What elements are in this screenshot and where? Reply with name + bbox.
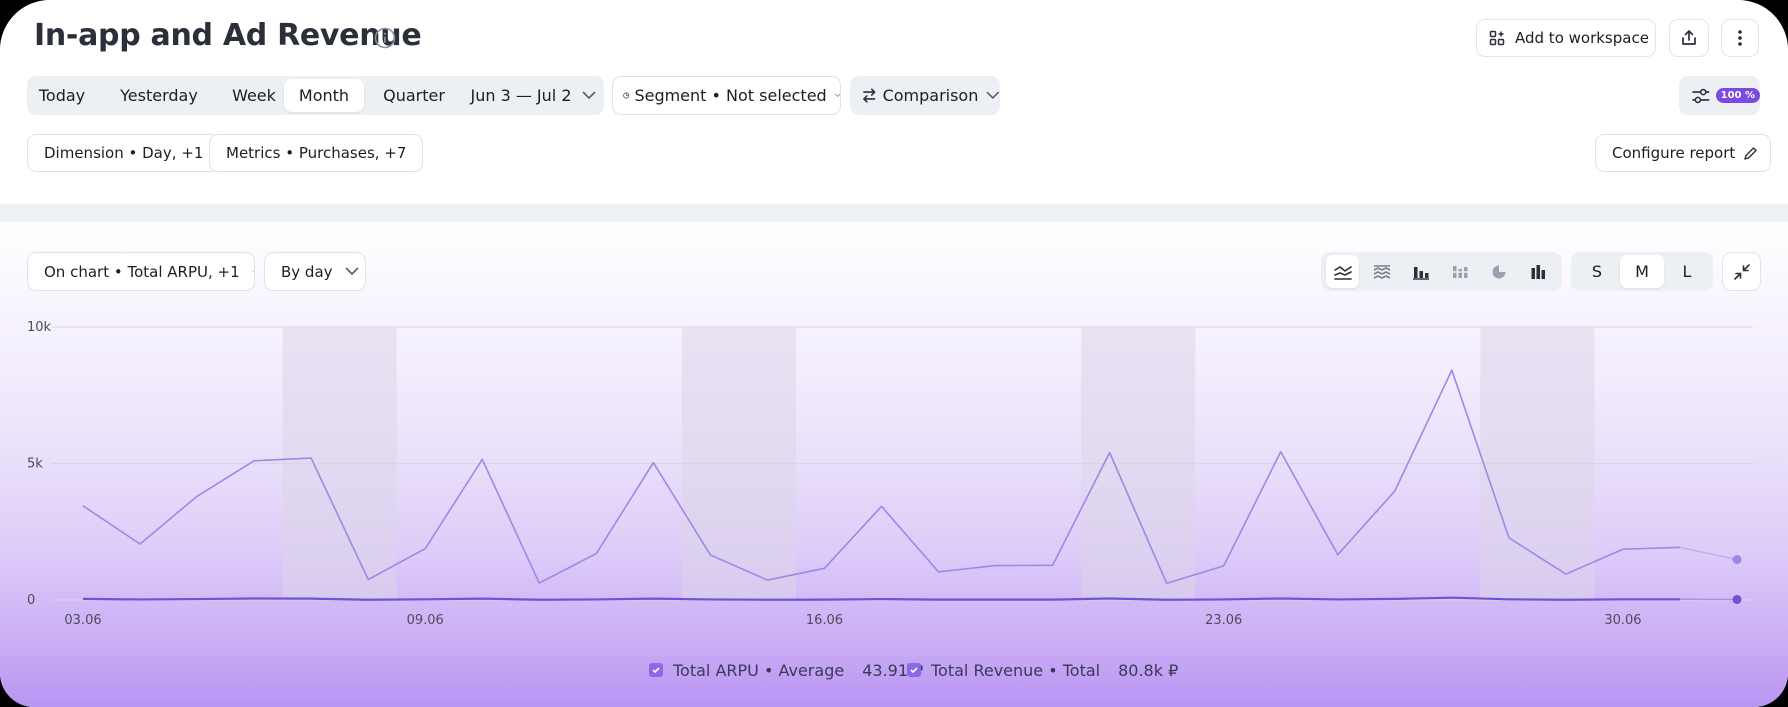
y-tick-label: 0	[27, 593, 35, 608]
x-tick-label: 09.06	[407, 613, 444, 628]
y-tick-label: 5k	[27, 457, 43, 472]
stacked-bar-icon	[1452, 265, 1468, 278]
stacked-bar-button[interactable]	[1443, 255, 1476, 288]
pie-chart-icon	[1492, 265, 1505, 278]
chevron-down-icon	[251, 270, 254, 273]
legend-label-arpu: Total ARPU • Average	[673, 660, 845, 680]
on-chart-label: On chart • Total ARPU, +1	[44, 262, 240, 281]
size-s-button[interactable]: S	[1591, 262, 1603, 281]
pencil-icon	[1744, 146, 1757, 160]
legend-label-revenue: Total Revenue • Total	[931, 660, 1101, 680]
legend-value-revenue: 80.8k ₽	[1118, 660, 1179, 680]
add-to-workspace-button[interactable]: Add to workspace	[1476, 19, 1656, 57]
collapse-icon	[1733, 263, 1750, 280]
chevron-down-icon	[345, 267, 358, 275]
segment-label: Segment • Not selected	[634, 86, 827, 105]
column-chart-button[interactable]	[1521, 255, 1554, 288]
bar-chart-icon	[1412, 266, 1429, 280]
size-l-button[interactable]: L	[1682, 262, 1692, 281]
line-chart: 0 5k 10k 03.06 09.06 16.06 23.06 30.06	[27, 320, 1753, 628]
comparison-dropdown[interactable]: Comparison	[850, 76, 1000, 115]
pie-chart-button[interactable]	[1482, 255, 1515, 288]
legend-item-arpu[interactable]: Total ARPU • Average 43.91 ₽	[649, 659, 923, 681]
chart-size-selector: S M L	[1571, 252, 1713, 291]
configure-report-label: Configure report	[1612, 144, 1736, 162]
comparison-label: Comparison	[882, 86, 979, 105]
y-tick-label: 10k	[27, 320, 52, 335]
sampling-badge: 100 %	[1715, 88, 1760, 103]
chevron-down-icon	[834, 94, 840, 97]
period-week[interactable]: Week	[232, 86, 276, 105]
pie-segment-icon	[623, 92, 630, 99]
group-by-dropdown[interactable]: By day	[264, 252, 366, 291]
line-chart-button[interactable]	[1326, 255, 1359, 288]
section-divider	[0, 204, 1788, 222]
series-endpoint	[1732, 594, 1742, 604]
export-button[interactable]	[1669, 19, 1709, 57]
dimension-chip[interactable]: Dimension • Day, +1	[27, 134, 221, 172]
checkbox-icon	[649, 663, 663, 677]
series-line-revenue-partial	[1679, 546, 1738, 561]
checkbox-icon	[907, 663, 921, 677]
stacked-area-button[interactable]	[1365, 255, 1398, 288]
more-button[interactable]	[1721, 19, 1759, 57]
chart-type-selector	[1321, 252, 1562, 291]
segment-dropdown[interactable]: Segment • Not selected	[612, 76, 841, 115]
series-endpoint	[1732, 555, 1742, 565]
configure-report-button[interactable]: Configure report	[1595, 134, 1772, 172]
size-m-button[interactable]: M	[1620, 255, 1664, 288]
line-chart-icon	[1333, 265, 1352, 280]
period-today[interactable]: Today	[38, 86, 86, 105]
period-month[interactable]: Month	[284, 79, 364, 112]
on-chart-dropdown[interactable]: On chart • Total ARPU, +1	[27, 252, 255, 291]
series-line-arpu	[82, 596, 1680, 601]
period-selector: Today Yesterday Week Month Quarter Jun 3…	[27, 76, 604, 115]
chart-panel: On chart • Total ARPU, +1 By day	[0, 222, 1788, 707]
x-tick-label: 03.06	[64, 613, 101, 628]
metrics-chip[interactable]: Metrics • Purchases, +7	[209, 134, 424, 172]
stacked-area-icon	[1373, 264, 1390, 279]
series-line-revenue	[82, 369, 1680, 585]
legend-item-revenue[interactable]: Total Revenue • Total 80.8k ₽	[907, 659, 1178, 681]
date-range-label: Jun 3 — Jul 2	[470, 86, 572, 105]
report-header: In-app and Ad Revenue Add to workspace	[0, 0, 1788, 204]
workspace-icon	[1489, 30, 1505, 46]
add-to-workspace-label: Add to workspace	[1515, 29, 1649, 47]
period-yesterday[interactable]: Yesterday	[120, 86, 198, 105]
share-icon	[1682, 30, 1696, 45]
chevron-down-icon	[986, 91, 1000, 99]
date-range-picker[interactable]: Jun 3 — Jul 2	[463, 79, 603, 112]
x-tick-label: 30.06	[1604, 613, 1641, 628]
page-title: In-app and Ad Revenue	[34, 18, 422, 53]
chevron-down-icon	[582, 91, 595, 99]
compare-arrows-icon	[863, 88, 876, 103]
bar-chart-button[interactable]	[1404, 255, 1437, 288]
sampling-settings-button[interactable]: 100 %	[1679, 76, 1760, 115]
more-vertical-icon	[1738, 30, 1742, 46]
x-tick-label: 16.06	[806, 613, 843, 628]
group-by-label: By day	[281, 262, 333, 281]
period-quarter[interactable]: Quarter	[383, 86, 445, 105]
column-chart-icon	[1531, 264, 1545, 279]
info-icon[interactable]	[374, 27, 396, 49]
collapse-chart-button[interactable]	[1722, 252, 1761, 291]
sliders-icon	[1692, 88, 1710, 103]
x-tick-label: 23.06	[1205, 613, 1242, 628]
